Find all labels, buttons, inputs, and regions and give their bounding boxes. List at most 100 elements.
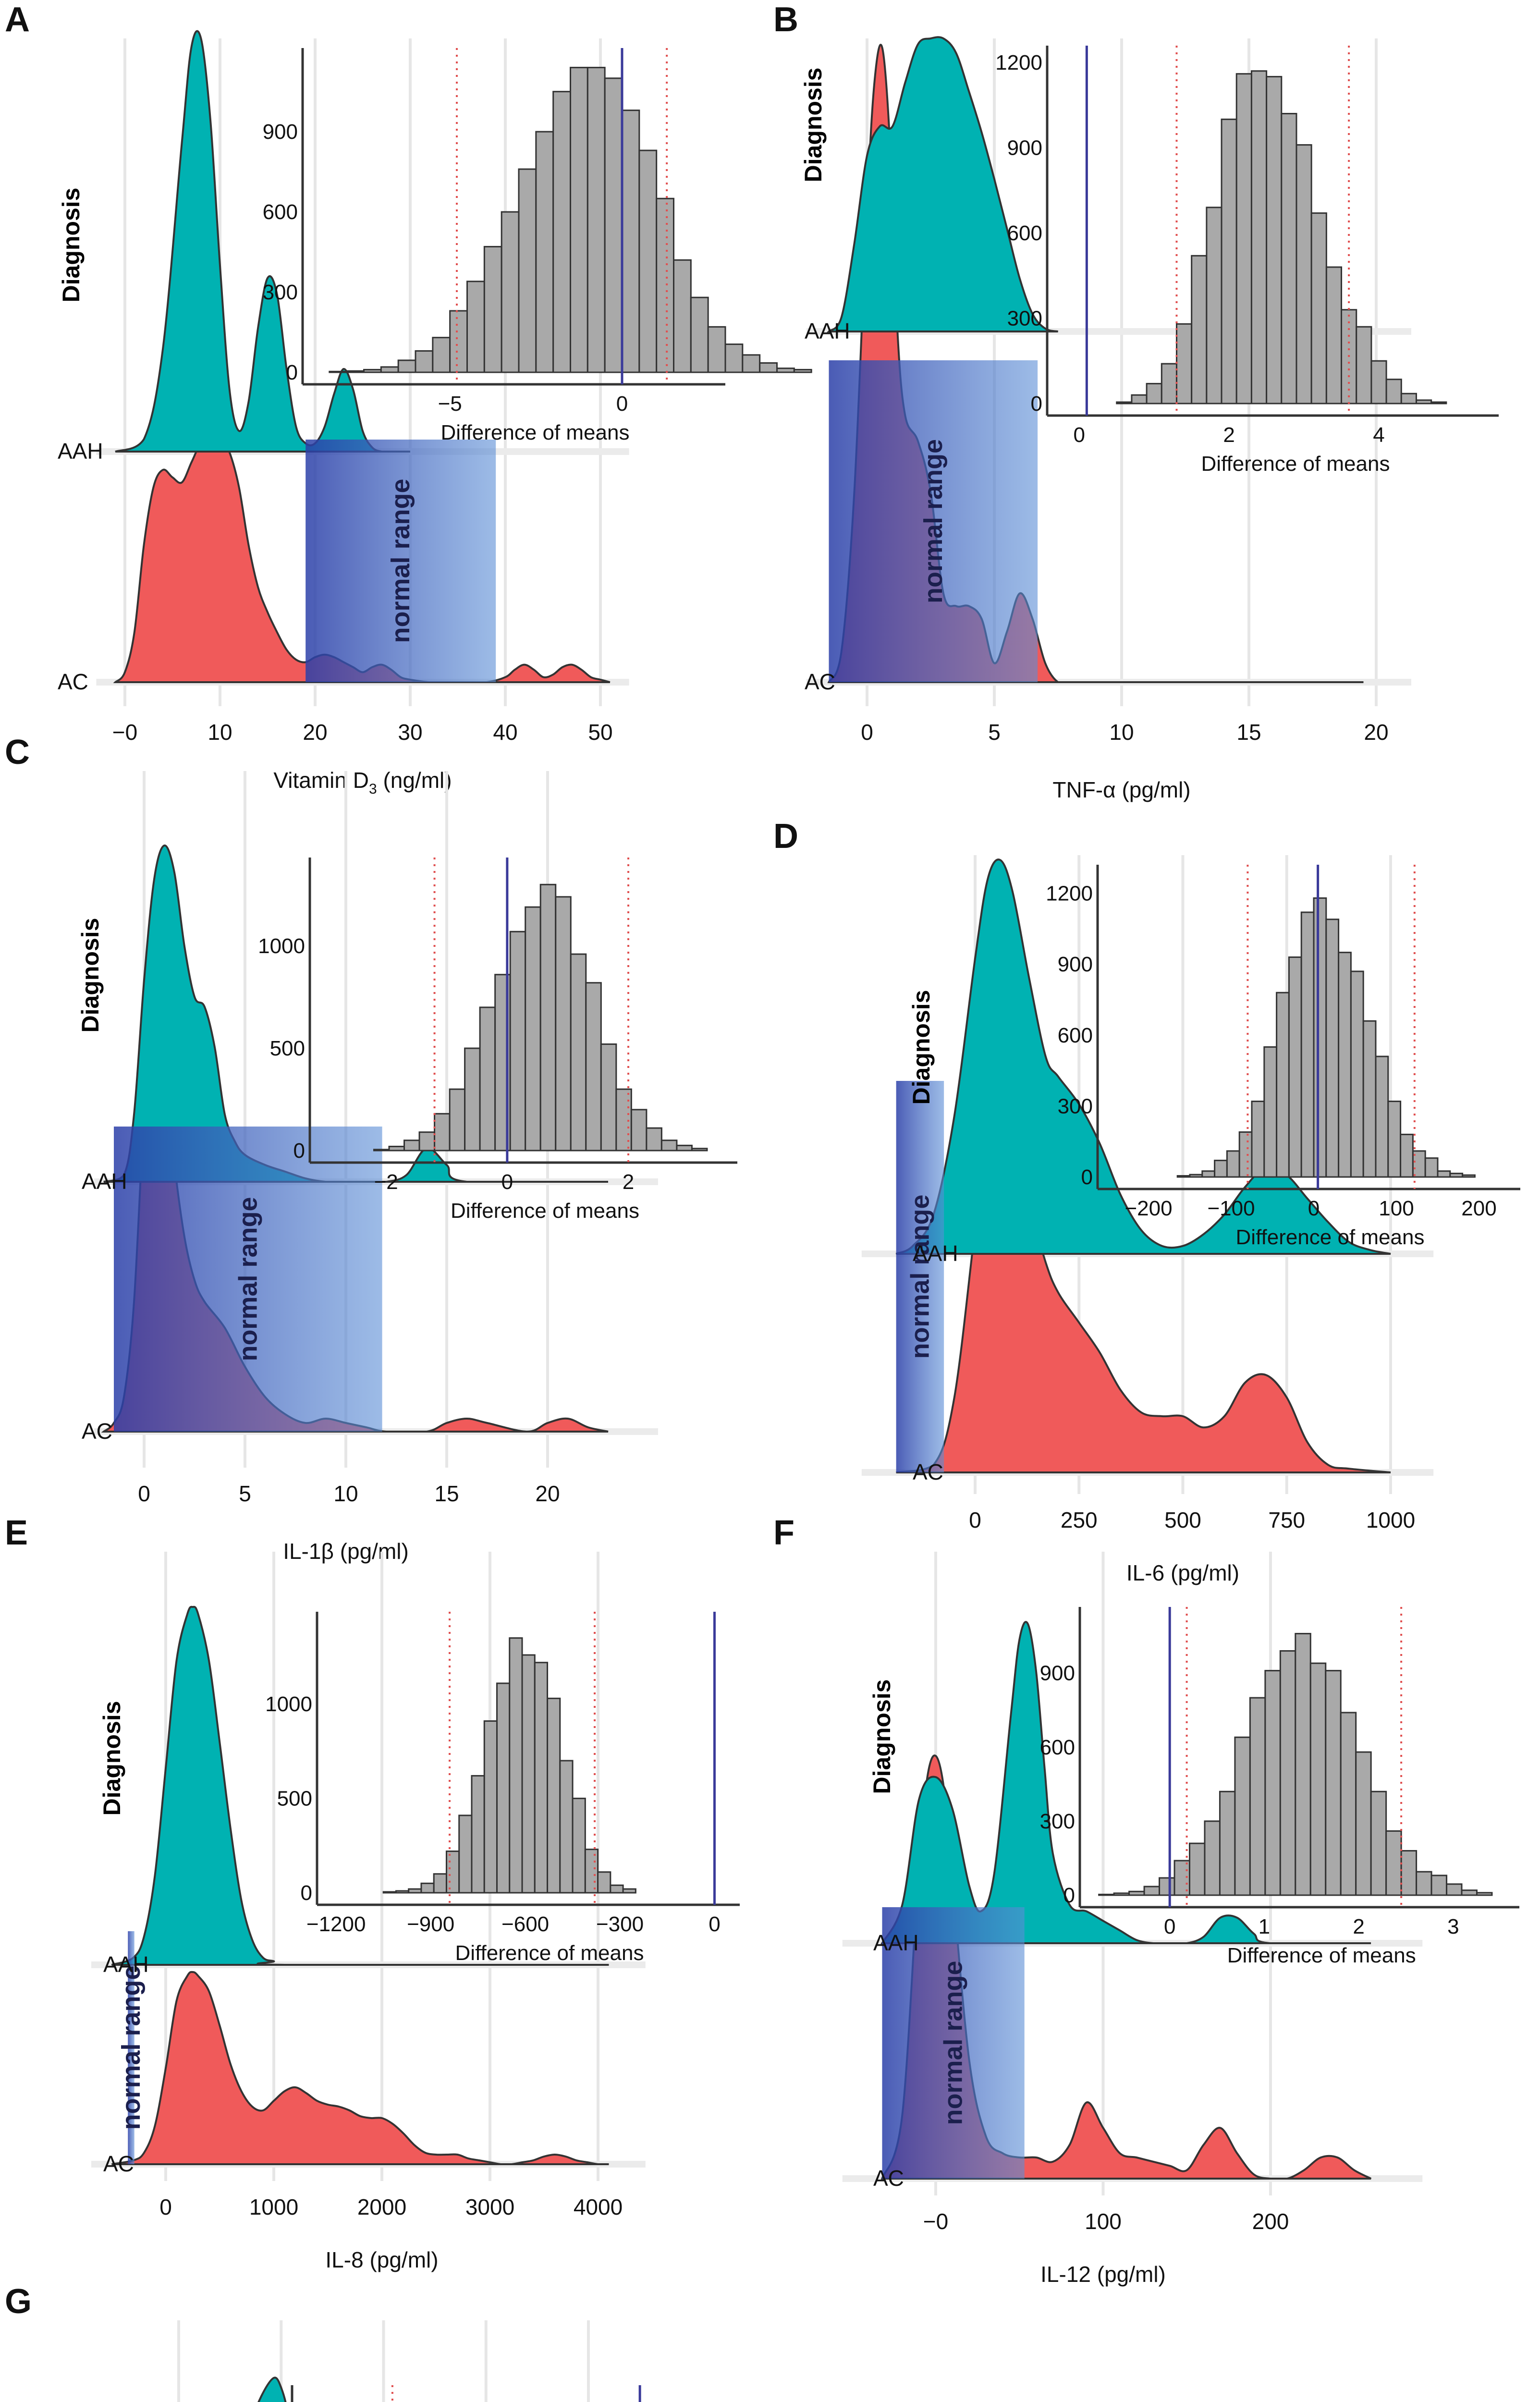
histogram-bar: [1234, 1736, 1251, 1896]
histogram-bar: [1214, 1160, 1228, 1178]
histogram-bar: [1201, 1170, 1216, 1178]
histogram-bar: [388, 1145, 405, 1152]
inset-y-tick-label: 0: [301, 1881, 312, 1905]
normal-range-label: normal range: [386, 478, 415, 643]
inset-y-tick-label: 600: [1007, 221, 1042, 245]
histogram-bar: [1416, 1871, 1432, 1896]
normal-range-band: [882, 1907, 1025, 2179]
histogram-bar: [1219, 1790, 1236, 1896]
panel-letter: F: [773, 1514, 794, 1552]
histogram-bar: [534, 1662, 549, 1894]
x-axis-title: IL-1β (pg/ml): [283, 1539, 409, 1564]
histogram-bar: [1263, 1046, 1278, 1178]
histogram-bar: [525, 906, 541, 1152]
histogram-bar: [449, 1088, 466, 1152]
x-tick-label: 5: [239, 1481, 251, 1506]
x-tick-label: 1000: [1366, 1507, 1415, 1532]
histogram-bar: [535, 131, 554, 373]
inset-x-tick-label: 0: [709, 1912, 720, 1936]
x-tick-label: 3000: [465, 2194, 514, 2219]
inset-y-tick-label: 300: [1007, 307, 1042, 331]
histogram-bar: [1430, 1875, 1448, 1896]
histogram-bar: [610, 1884, 624, 1894]
histogram-bar: [1189, 1842, 1206, 1896]
x-axis-title: IL-12 (pg/ml): [1040, 2262, 1166, 2287]
inset-x-tick-label: −900: [407, 1912, 454, 1936]
histogram-bar: [1235, 73, 1252, 404]
histogram-bar: [408, 1888, 422, 1894]
histogram-bar: [458, 1814, 473, 1894]
ridgeline-chart: normal rangeAAHACDiagnosis31.832.032.232…: [177, 2320, 641, 2402]
histogram-bar: [1279, 1650, 1296, 1896]
normal-range-label: normal range: [905, 1194, 934, 1359]
histogram-bar: [445, 1851, 460, 1894]
histogram-bar: [464, 1047, 481, 1152]
histogram-bar: [1206, 207, 1222, 404]
inset-x-tick-label: 200: [1461, 1197, 1496, 1220]
histogram-bar: [1250, 70, 1268, 404]
histogram-bar: [587, 67, 606, 373]
histogram-bar: [1276, 992, 1290, 1178]
inset-x-tick-label: 3: [1447, 1915, 1459, 1938]
histogram-bar: [1313, 897, 1327, 1178]
histogram-bar: [1362, 1020, 1377, 1178]
inset-x-tick-label: −300: [596, 1912, 644, 1936]
histogram-bar: [373, 1149, 390, 1152]
histogram-bar: [547, 1697, 561, 1894]
histogram-bar: [585, 982, 602, 1152]
inset-x-tick-label: 2: [1353, 1915, 1364, 1938]
histogram-bar: [646, 1127, 662, 1152]
inset-x-tick-label: 0: [1308, 1197, 1320, 1220]
histogram-bar: [395, 1890, 410, 1894]
x-tick-label: 200: [1252, 2209, 1289, 2234]
histogram-bar: [1310, 212, 1327, 404]
group-label-aah: AAH: [103, 1952, 149, 1977]
histogram-bar: [1251, 1101, 1265, 1178]
histogram-bar: [1415, 399, 1432, 404]
histogram-bar: [1400, 392, 1417, 404]
histogram-bar: [1340, 1712, 1357, 1896]
histogram-bar: [415, 350, 434, 373]
histogram-bar: [403, 1140, 420, 1152]
x-axis-title: TNF-α (pg/ml): [1052, 777, 1190, 802]
inset-y-tick-label: 0: [286, 361, 298, 384]
group-label-aah: AAH: [873, 1930, 919, 1955]
histogram-bar: [707, 326, 726, 373]
y-axis-title: Diagnosis: [800, 68, 827, 183]
panel-letter: A: [5, 0, 30, 39]
histogram-bar: [1176, 1175, 1191, 1178]
x-tick-label: 20: [535, 1481, 560, 1506]
inset-x-tick-label: 1: [1259, 1915, 1270, 1938]
histogram-bar: [466, 281, 485, 373]
histogram-bar: [1146, 383, 1162, 404]
inset-histogram: 0 300 600 900 1200 0 2 4 Difference of means: [995, 46, 1499, 476]
histogram-bar: [1266, 76, 1283, 404]
histogram-bar: [1113, 1892, 1130, 1896]
x-tick-label: 20: [1364, 720, 1388, 745]
normal-range-band: [829, 360, 1038, 682]
histogram-bar: [1476, 1892, 1493, 1896]
histogram-bar: [1462, 1174, 1476, 1178]
normal-range-label: normal range: [919, 439, 948, 603]
inset-histogram: 0 300 600 900 −5 0 Difference of means: [263, 48, 812, 444]
histogram-bar: [660, 1140, 678, 1152]
panel-letter: B: [773, 0, 798, 39]
histogram-bar: [1355, 1751, 1372, 1896]
histogram-bar: [418, 1131, 436, 1152]
inset-histogram: 0 500 1000 −2 0 2 Difference of means: [258, 858, 737, 1223]
density-ac: [111, 1971, 609, 2165]
inset-y-tick-label: 900: [1007, 136, 1042, 160]
x-tick-label: 20: [303, 720, 327, 745]
histogram-bar: [1143, 1886, 1161, 1896]
histogram-bar: [1400, 1850, 1418, 1896]
histogram-bar: [1446, 1883, 1463, 1896]
histogram-bar: [1400, 1133, 1414, 1178]
histogram-bar: [1131, 394, 1148, 404]
x-axis-title-main: Vitamin D: [273, 768, 369, 793]
normal-range-label: normal range: [117, 1965, 146, 2130]
histogram-bar: [555, 896, 572, 1152]
x-tick-label: 0: [861, 720, 873, 745]
